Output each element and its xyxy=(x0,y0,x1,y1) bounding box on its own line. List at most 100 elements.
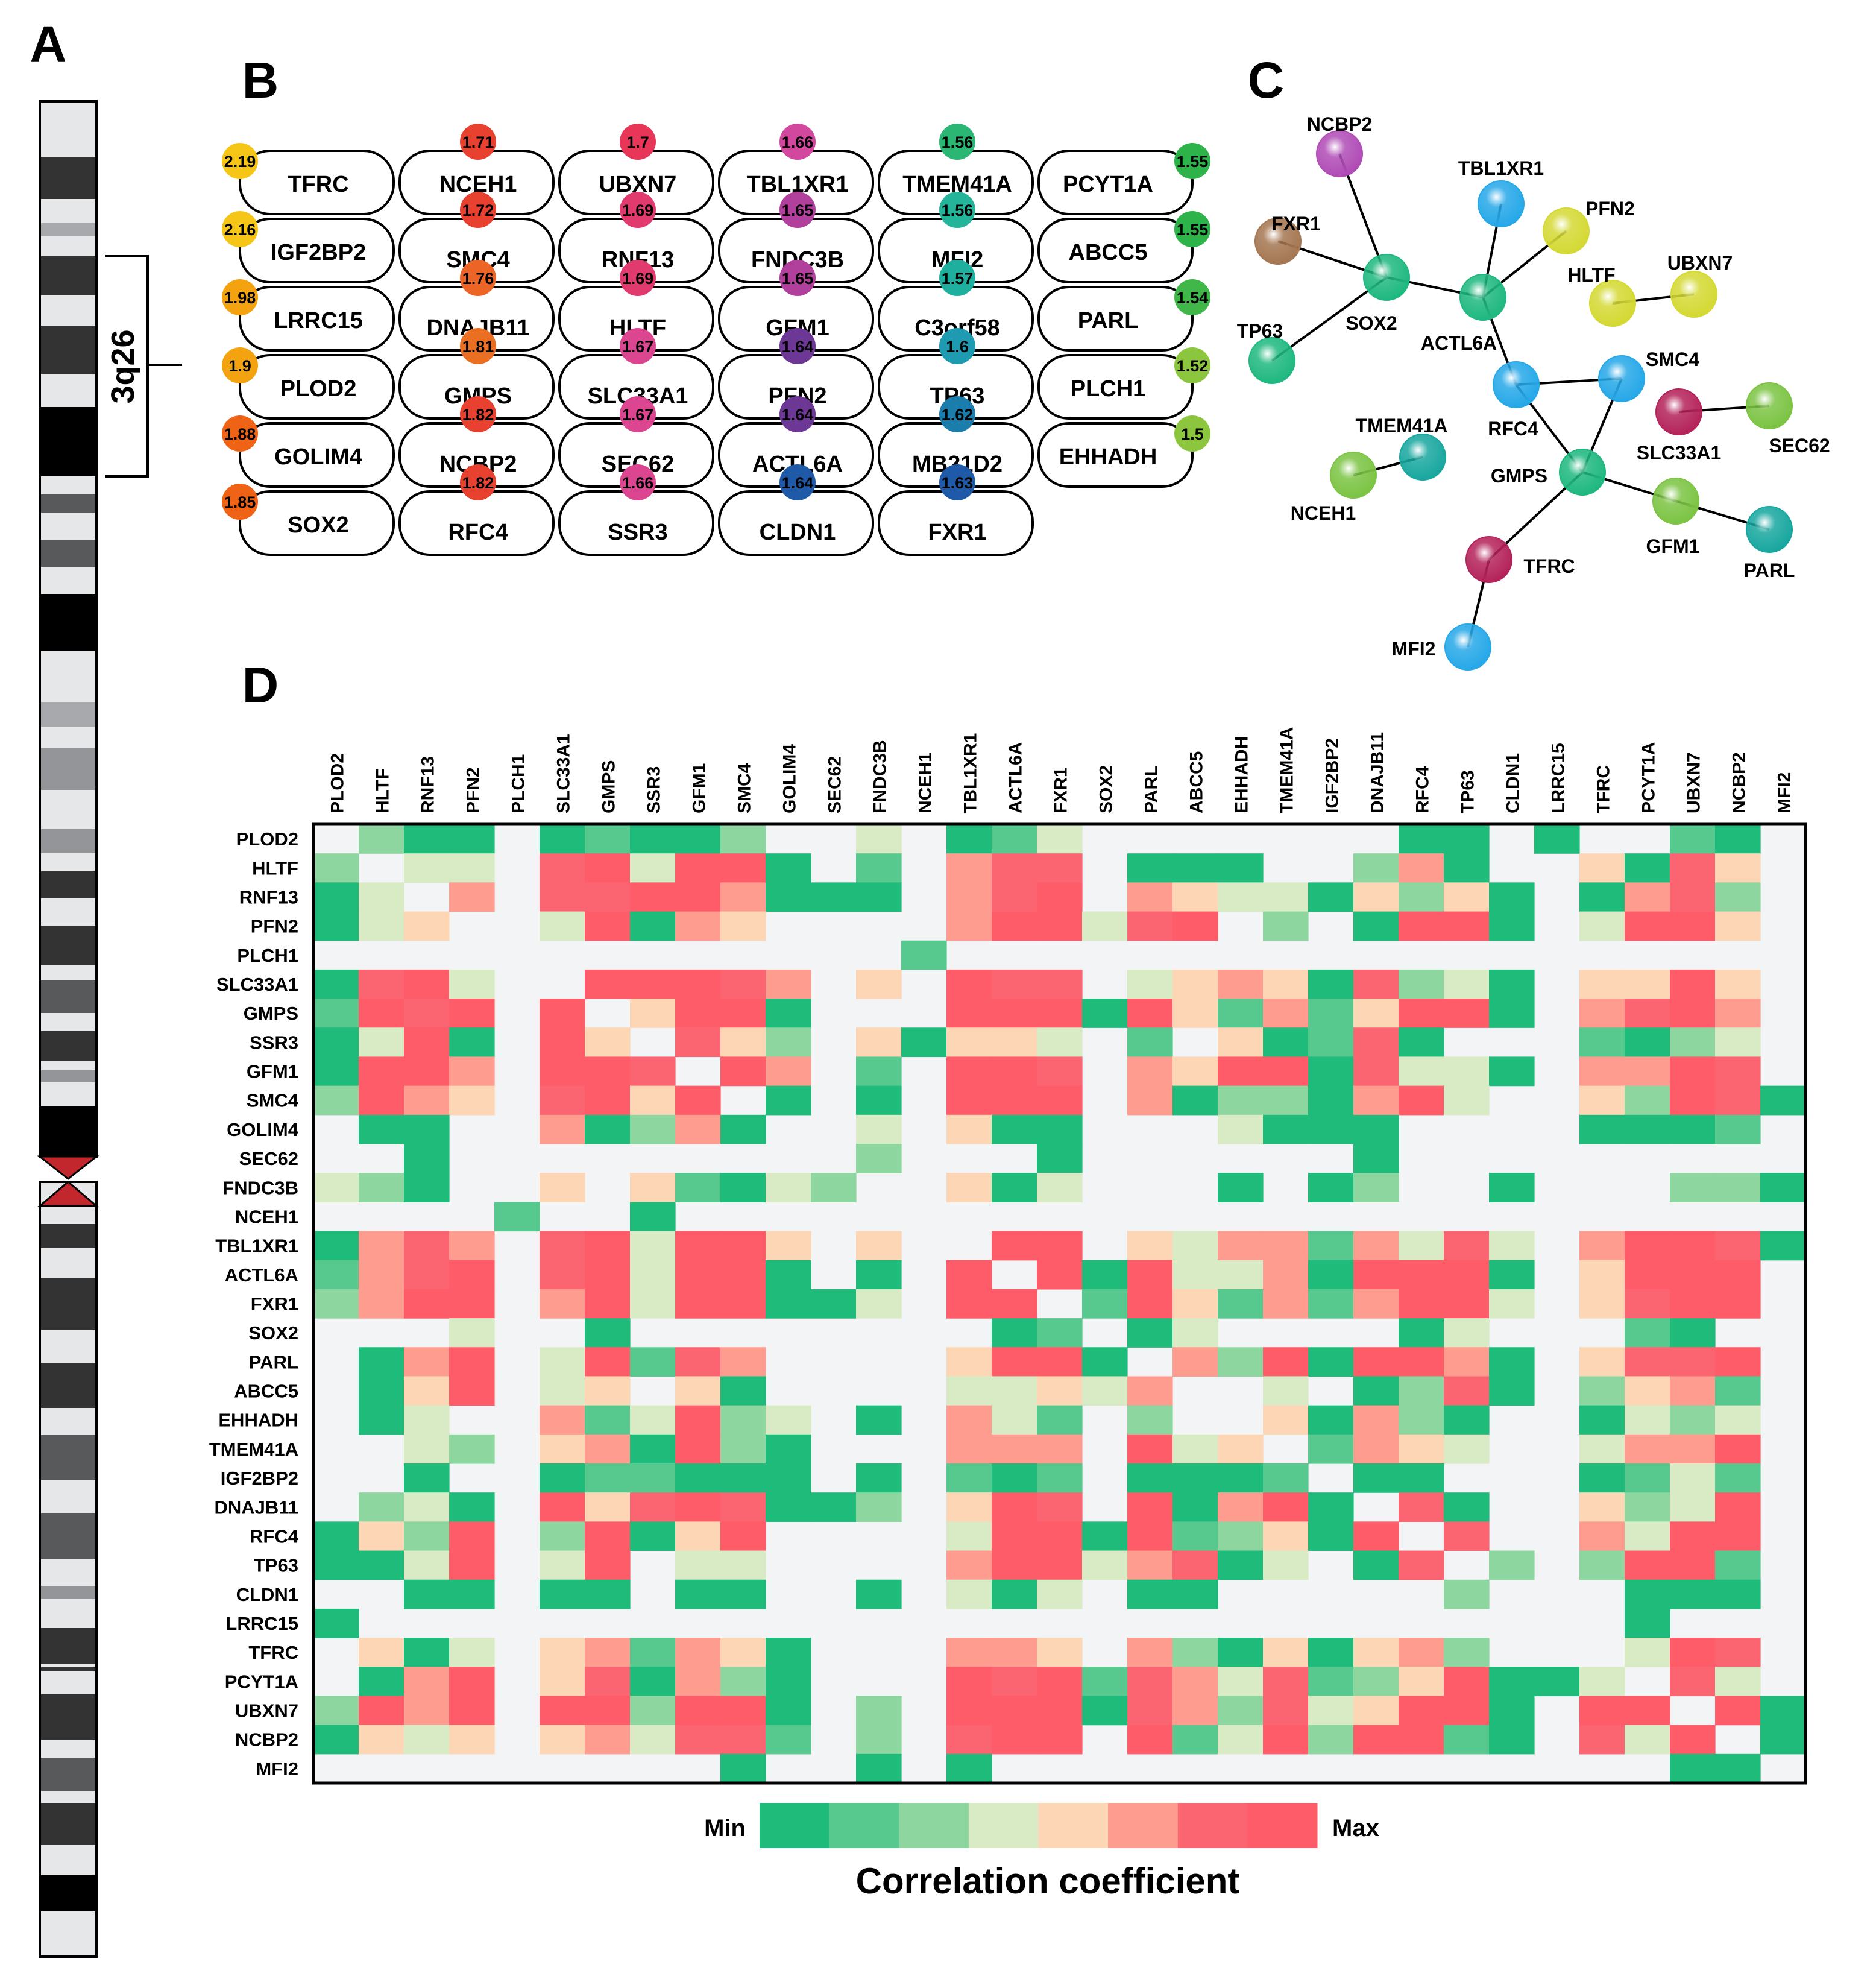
heatmap-cell xyxy=(404,1144,450,1173)
heatmap-cell xyxy=(630,1173,676,1202)
legend-swatch xyxy=(1177,1803,1248,1848)
heatmap-cell xyxy=(585,1550,631,1580)
heatmap-cell xyxy=(1670,911,1716,941)
heatmap-cell xyxy=(992,1405,1037,1435)
heatmap-cell xyxy=(946,1725,992,1755)
heatmap-row-label: UBXN7 xyxy=(235,1700,298,1722)
legend-min-label: Min xyxy=(704,1815,746,1842)
gene-name: CLDN1 xyxy=(760,520,836,545)
heatmap-cell xyxy=(1399,1260,1444,1290)
heatmap-cell xyxy=(1172,1550,1218,1580)
heatmap-cell xyxy=(1399,1550,1444,1580)
heatmap-cell xyxy=(404,853,450,883)
score-value: 1.76 xyxy=(462,270,494,288)
heatmap-cell xyxy=(1399,1289,1444,1319)
heatmap-cell xyxy=(540,1114,585,1144)
heatmap-cell xyxy=(404,1114,450,1144)
heatmap-cell xyxy=(675,1463,721,1493)
heatmap-cell xyxy=(1399,824,1444,854)
heatmap-cell xyxy=(1715,1434,1761,1464)
heatmap-cell xyxy=(1263,1347,1309,1377)
gene-box: RNF131.69 xyxy=(558,192,714,283)
gene-box-outline xyxy=(239,490,395,556)
heatmap-cell xyxy=(1263,1463,1309,1493)
network-node-circle xyxy=(1459,274,1506,321)
heatmap-cell xyxy=(404,1550,450,1580)
network-node: SMC4 xyxy=(1598,349,1699,402)
heatmap-cell xyxy=(1218,999,1264,1028)
network-node-label: TP63 xyxy=(1237,320,1283,342)
heatmap-cell xyxy=(1489,882,1535,912)
network-edge xyxy=(1271,276,1388,362)
score-value: 2.19 xyxy=(224,153,256,171)
heatmap-cell xyxy=(1625,1550,1670,1580)
heatmap-cell xyxy=(1579,911,1625,941)
heatmap-cell xyxy=(585,1667,631,1697)
heatmap-cell xyxy=(1399,1492,1444,1522)
network-node-label: MFI2 xyxy=(1392,638,1436,660)
heatmap-cell xyxy=(404,1027,450,1058)
heatmap-cell xyxy=(675,1638,721,1667)
heatmap-cell xyxy=(585,1521,631,1551)
network-node: NCEH1 xyxy=(1291,452,1377,524)
heatmap-cell xyxy=(1579,969,1625,999)
heatmap-cell xyxy=(1308,1056,1354,1087)
heatmap-cell xyxy=(540,853,585,883)
heatmap-cell xyxy=(313,1696,359,1726)
heatmap-column-label: FNDC3B xyxy=(870,740,890,813)
heatmap-cell xyxy=(359,1027,404,1058)
heatmap-cell xyxy=(1353,1638,1399,1667)
network-node: NCBP2 xyxy=(1307,113,1372,177)
gene-box: TFRC 2.19 xyxy=(222,143,395,215)
score-value: 1.6 xyxy=(946,338,969,356)
heatmap-cell xyxy=(449,824,495,854)
heatmap-cell xyxy=(1172,1434,1218,1464)
heatmap-cell xyxy=(1625,1114,1670,1144)
network-node-circle xyxy=(1493,361,1540,408)
heatmap-cell xyxy=(359,999,404,1028)
heatmap-cell xyxy=(1625,1638,1670,1667)
heatmap-cell xyxy=(540,1085,585,1116)
heatmap-cell xyxy=(1218,1347,1264,1377)
heatmap-cell xyxy=(1037,1638,1083,1667)
heatmap-cell xyxy=(1308,1521,1354,1551)
legend-swatch xyxy=(829,1803,899,1848)
heatmap-cell xyxy=(1625,1608,1670,1638)
heatmap-cell xyxy=(449,1667,495,1697)
heatmap-row-label: FNDC3B xyxy=(222,1177,298,1198)
heatmap-cell xyxy=(585,1725,631,1755)
heatmap-cell xyxy=(1670,1347,1716,1377)
heatmap-column-label: ACTL6A xyxy=(1006,742,1026,813)
heatmap-column-label: SMC4 xyxy=(735,763,755,813)
heatmap-cell xyxy=(449,1318,495,1348)
network-node: PFN2 xyxy=(1543,198,1635,254)
heatmap-cell xyxy=(675,853,721,883)
heatmap-cell xyxy=(1218,1056,1264,1087)
heatmap-cell xyxy=(1172,882,1218,912)
heatmap-cell xyxy=(1308,1638,1354,1667)
heatmap-column-label: DNAJB11 xyxy=(1368,732,1388,813)
heatmap-cell xyxy=(313,1550,359,1580)
heatmap-row-label: DNAJB11 xyxy=(214,1497,298,1518)
heatmap-cell xyxy=(946,1753,992,1784)
heatmap-cell xyxy=(1218,969,1264,999)
heatmap-cell xyxy=(540,999,585,1028)
heatmap-cell xyxy=(992,1725,1037,1755)
network-node-label: SMC4 xyxy=(1646,349,1699,370)
heatmap-cell xyxy=(720,911,766,941)
score-badge xyxy=(779,396,816,432)
heatmap-cell xyxy=(1625,1085,1670,1116)
gene-box: GFM11.65 xyxy=(718,260,874,352)
heatmap-cell xyxy=(1082,1696,1128,1726)
heatmap-cell xyxy=(946,1696,992,1726)
heatmap-cell xyxy=(1715,911,1761,941)
heatmap-cell xyxy=(675,1492,721,1522)
heatmap-cell xyxy=(404,911,450,941)
heatmap-cell xyxy=(404,1231,450,1261)
heatmap-cell xyxy=(585,1405,631,1435)
heatmap-column-label: FXR1 xyxy=(1051,767,1071,813)
heatmap-cell xyxy=(856,1085,902,1116)
heatmap-cell xyxy=(1263,1231,1309,1261)
heatmap-cell xyxy=(675,1434,721,1464)
heatmap-cell xyxy=(856,853,902,883)
